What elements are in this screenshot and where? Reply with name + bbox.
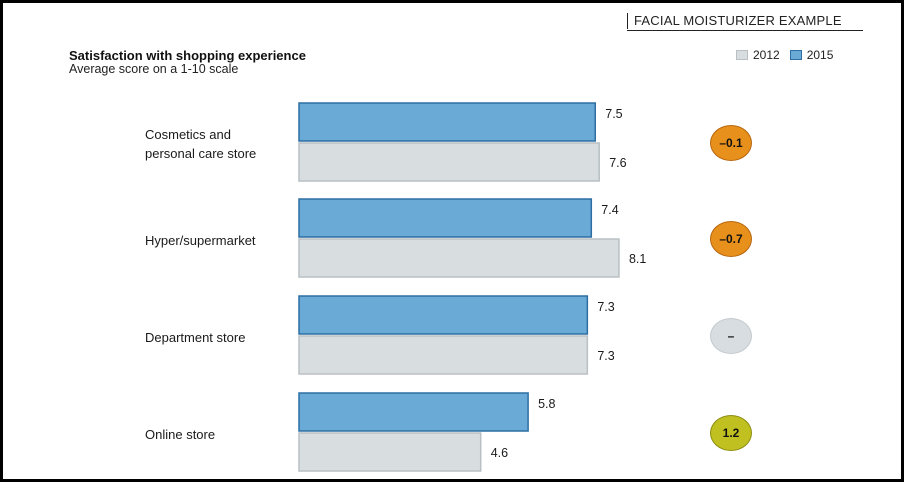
legend-label-2015: 2015 [806,48,834,62]
legend-label-2012: 2012 [753,48,780,62]
bar-2012 [298,432,482,472]
change-badge: –0.1 [710,125,752,161]
value-label-2012: 7.3 [597,349,615,363]
bar-chart [298,102,620,472]
value-label-2015: 5.8 [538,397,556,411]
change-badge: 1.2 [710,415,752,451]
legend-swatch-2012 [736,50,748,60]
change-badge: – [710,318,752,354]
category-label: Online store [145,426,216,442]
bar-2012 [298,335,589,375]
category-label: Cosmetics and personal care store [145,127,257,161]
value-label-2015: 7.3 [597,300,615,314]
bar-2012 [298,142,600,182]
value-label-2012: 4.6 [490,446,509,460]
legend-item-2015: 2015 [789,48,834,62]
legend: 2012 2015 [736,48,843,62]
tag-underline [627,30,863,31]
example-tag: FACIAL MOISTURIZER EXAMPLE [627,13,842,29]
value-label-2012: 7.6 [609,156,627,170]
legend-item-2012: 2012 [736,48,780,62]
chart-subtitle: Average score on a 1-10 scale [69,62,239,76]
bar-2012 [298,238,620,278]
value-label-2012: 8.1 [628,252,647,266]
change-badge: –0.7 [710,221,752,257]
legend-swatch-2015 [789,50,802,60]
chart-title: Satisfaction with shopping experience [69,48,306,63]
bar-2015 [298,102,596,142]
bar-2015 [298,198,593,238]
value-label-2015: 7.4 [601,203,619,217]
bar-2015 [298,392,529,432]
category-label: Hyper/supermarket [145,232,256,248]
category-label: Department store [145,329,246,345]
value-label-2015: 7.5 [605,107,623,121]
bar-2015 [298,295,589,335]
